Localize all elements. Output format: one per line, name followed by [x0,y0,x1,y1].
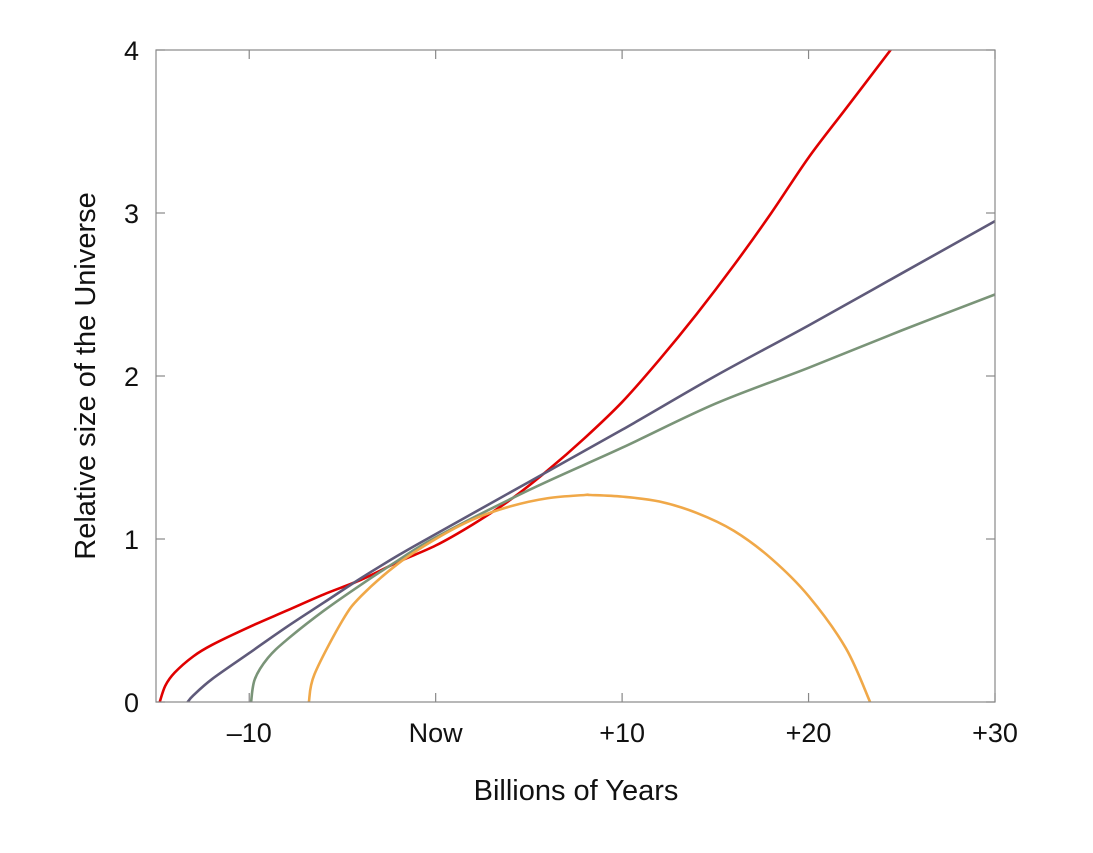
labels-layer: –10 Now +10 +20 +30 0 1 2 3 4 [124,36,1018,748]
x-tick-label: +30 [972,718,1018,748]
x-tick-label: +20 [786,718,832,748]
y-tick-label: 3 [124,199,139,229]
series-layer [158,50,995,702]
x-axis-title: Billions of Years [474,775,679,807]
plot-area [156,50,995,702]
x-tick-label: Now [409,718,464,748]
y-tick-label: 2 [124,362,139,392]
y-axis-title: Relative size of the Universe [70,192,102,560]
plot-frame [155,49,996,703]
series-line-2 [186,219,995,702]
y-tick-label: 0 [124,688,139,718]
series-line-1 [158,50,892,702]
y-tick-label: 1 [124,525,139,555]
x-tick-label: –10 [227,718,272,748]
x-tick-label: +10 [599,718,645,748]
series-line-4 [307,493,872,702]
y-tick-label: 4 [124,36,139,66]
